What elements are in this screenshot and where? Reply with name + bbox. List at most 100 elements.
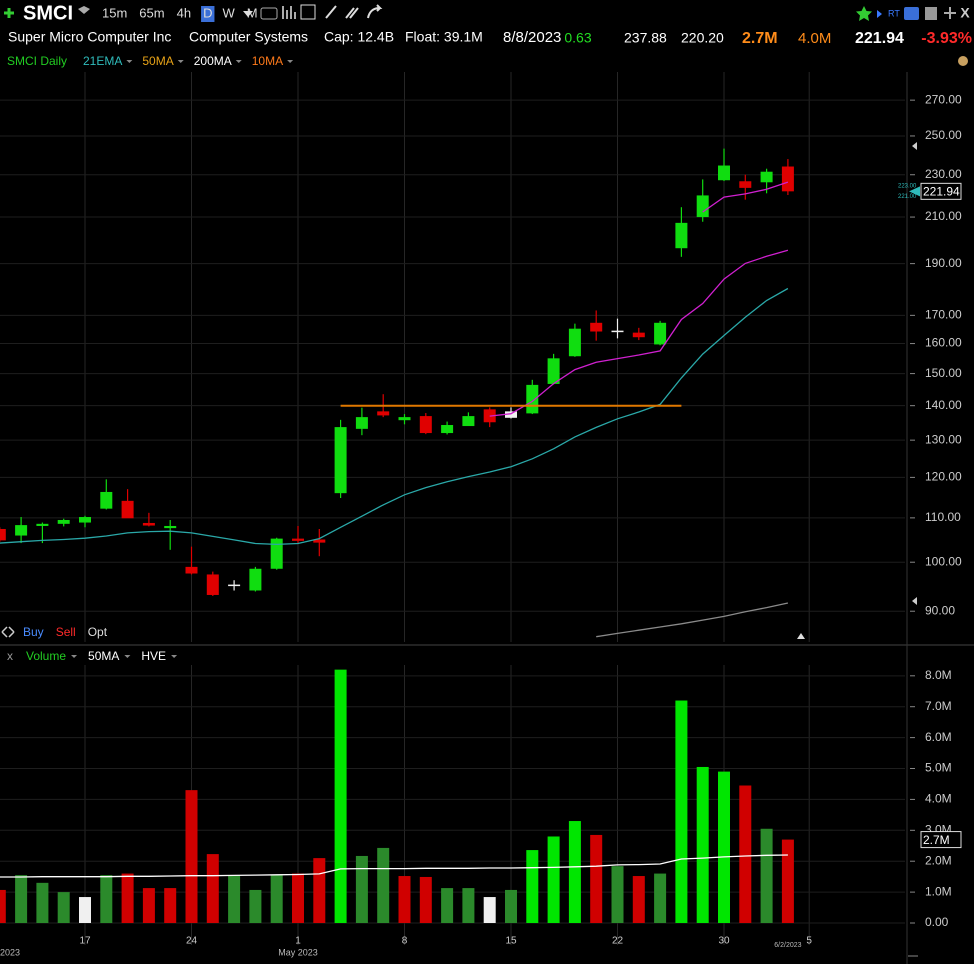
y-tick-label: 130.00 <box>925 432 962 446</box>
y-tick-label: 5.0M <box>925 761 952 775</box>
volume-bar <box>590 834 603 924</box>
candle-body <box>36 523 49 526</box>
icon[interactable] <box>260 7 278 20</box>
timeframe[interactable]: W <box>222 5 235 20</box>
company-name: Super Micro Computer Inc <box>8 29 171 45</box>
add-icon[interactable] <box>4 8 14 18</box>
dropdown-icon[interactable] <box>243 11 253 17</box>
icon[interactable] <box>282 6 296 19</box>
volume-bar <box>313 858 326 924</box>
toolbar: SMCI 15m 65m 4h D W M RT X <box>4 2 970 24</box>
volume-bar <box>483 897 496 924</box>
rt-label[interactable]: RT <box>888 8 900 18</box>
change: 0.63 <box>564 30 591 46</box>
trade-button[interactable]: Buy <box>23 625 44 639</box>
icon[interactable] <box>325 5 337 19</box>
indicator-label[interactable]: 200MA <box>194 54 232 68</box>
trade-button[interactable]: Opt <box>88 625 108 639</box>
plot-area <box>0 665 905 945</box>
overlay-line <box>702 181 789 213</box>
volume-legend-label[interactable]: 50MA <box>88 649 119 663</box>
candle-body <box>79 517 91 523</box>
volume-legend-label[interactable]: Volume <box>26 649 66 663</box>
timeframe[interactable]: 65m <box>139 5 164 20</box>
icon[interactable] <box>300 4 316 20</box>
marker-label: 221.00 <box>898 194 917 200</box>
candle-body <box>398 417 411 421</box>
candle-body <box>505 411 517 418</box>
x-tick-label: 22 <box>612 936 624 947</box>
y-tick-label: 8.0M <box>925 668 952 682</box>
candle-body <box>228 584 241 587</box>
icon[interactable] <box>78 6 90 14</box>
candle-body <box>377 411 390 416</box>
candle-body <box>121 500 134 519</box>
volume-bar <box>249 889 262 924</box>
star-icon[interactable] <box>856 6 872 21</box>
volume-bar <box>355 855 368 924</box>
timeframe[interactable]: 4h <box>177 5 191 20</box>
indicator-label[interactable]: 50MA <box>142 54 173 68</box>
overlay-line <box>0 854 788 878</box>
icon[interactable] <box>925 7 937 20</box>
icon[interactable] <box>904 7 919 20</box>
symbol[interactable]: SMCI <box>23 2 73 24</box>
plot-area <box>0 72 905 642</box>
y-tick-label: 140.00 <box>925 398 962 412</box>
price-pointer <box>909 186 920 197</box>
indicator-label[interactable]: 21EMA <box>83 54 122 68</box>
dropdown-icon <box>126 60 133 63</box>
volume-bar <box>505 889 517 924</box>
candle-body <box>718 165 730 181</box>
icon[interactable] <box>877 10 882 18</box>
x-tick-label: 1 <box>295 936 301 947</box>
volume-bar <box>462 888 475 924</box>
volume-bar <box>79 897 91 924</box>
y-tick-label: 100.00 <box>925 554 962 568</box>
candle-body <box>292 538 304 541</box>
study-label[interactable]: SMCI Daily <box>7 54 67 68</box>
y-tick-label: 7.0M <box>925 699 952 713</box>
icon[interactable] <box>345 7 359 19</box>
candle-body <box>142 522 155 526</box>
settings-icon[interactable] <box>958 56 968 66</box>
volume-bar <box>334 669 347 924</box>
candle-body <box>206 574 219 595</box>
last-value-label: 221.94 <box>923 185 960 199</box>
last-value-box <box>920 831 962 849</box>
y-tick-label: 4.0M <box>925 792 952 806</box>
candle-body <box>164 525 177 529</box>
volume-bar <box>377 847 390 924</box>
trade-button[interactable]: Sell <box>56 625 76 639</box>
x-date-label: 6/2/2023 <box>774 942 801 949</box>
y-tick-label: 110.00 <box>925 510 961 524</box>
volume-legend-label[interactable]: HVE <box>141 649 166 663</box>
candle-body <box>15 525 28 536</box>
volume-bar <box>547 836 560 924</box>
timeframe[interactable]: 15m <box>102 5 127 20</box>
sector: Computer Systems <box>189 29 308 45</box>
candle-body <box>313 539 326 543</box>
y-tick-label: 210.00 <box>925 209 962 223</box>
candle-body <box>355 417 368 429</box>
close-button[interactable]: X <box>960 5 970 21</box>
close-pane[interactable]: x <box>7 649 13 663</box>
volume-bar <box>100 875 113 924</box>
icon[interactable] <box>944 7 956 19</box>
indicator-label[interactable]: 10MA <box>252 54 283 68</box>
candle-body <box>781 166 794 192</box>
icon[interactable] <box>367 4 383 19</box>
volume-bar <box>760 828 773 924</box>
y-tick-label: 160.00 <box>925 336 962 350</box>
candle-body <box>57 519 70 524</box>
day-low: 220.20 <box>681 30 724 46</box>
market-cap: Cap: 12.4B <box>324 29 394 45</box>
volume-bar <box>526 850 539 924</box>
candle-body <box>675 222 688 249</box>
collapse-icon[interactable] <box>1 626 15 638</box>
x-date-label: 2023 <box>0 947 20 957</box>
timeframe[interactable]: M <box>247 5 258 20</box>
timeframe[interactable]: D <box>203 5 212 20</box>
